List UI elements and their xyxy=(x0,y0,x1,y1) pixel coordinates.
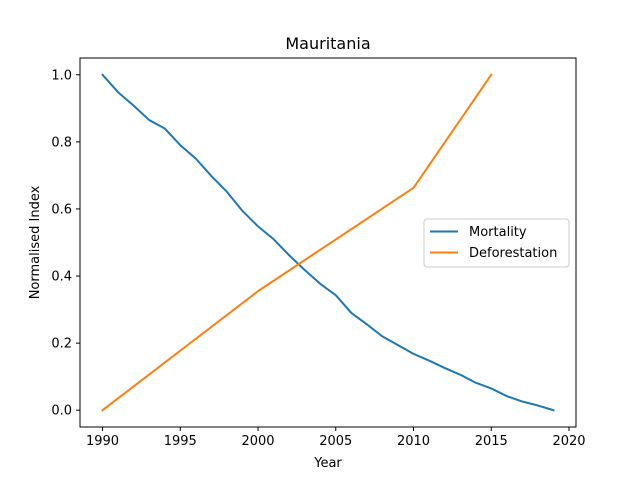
x-tick-label: 2015 xyxy=(475,434,508,449)
x-tick-label: 1990 xyxy=(86,434,119,449)
x-tick-label: 2020 xyxy=(552,434,585,449)
x-axis-label: Year xyxy=(313,456,342,471)
plot-frame xyxy=(79,57,577,428)
y-axis-ticks: 0.0 0.2 0.4 0.6 0.8 1.0 xyxy=(51,68,80,419)
y-axis-label: Normalised Index xyxy=(28,185,43,299)
y-tick-label: 0.6 xyxy=(51,202,72,217)
x-tick-label: 2005 xyxy=(319,434,352,449)
legend: Mortality Deforestation xyxy=(423,218,570,268)
series-line-deforestation xyxy=(101,73,493,412)
series-lines xyxy=(101,73,555,412)
y-tick-label: 0.0 xyxy=(51,404,72,419)
y-tick-label: 1.0 xyxy=(51,68,72,83)
x-tick-label: 2010 xyxy=(397,434,430,449)
y-tick-label: 0.8 xyxy=(51,135,72,150)
x-tick-label: 2000 xyxy=(241,434,274,449)
series-line-mortality xyxy=(101,73,555,412)
y-tick-label: 0.4 xyxy=(51,270,72,285)
chart-title: Mauritania xyxy=(285,34,370,53)
legend-box xyxy=(423,218,570,268)
legend-deforestation-label: Deforestation xyxy=(469,246,557,261)
x-tick-label: 1995 xyxy=(164,434,197,449)
x-axis-ticks: 1990 1995 2000 2005 2010 2015 2020 xyxy=(86,427,586,449)
y-tick-label: 0.2 xyxy=(51,337,72,352)
legend-mortality-label: Mortality xyxy=(469,225,527,240)
